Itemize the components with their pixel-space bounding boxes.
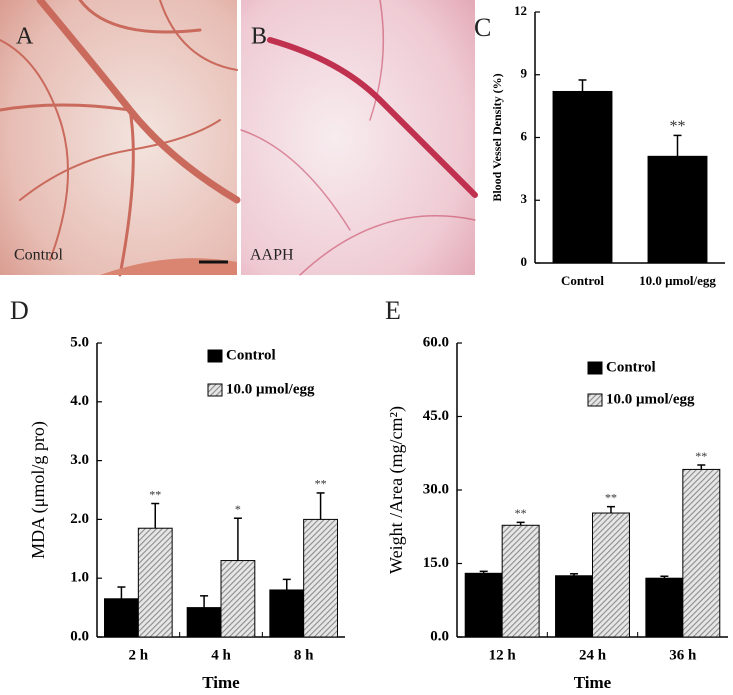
legend-label: Control (606, 359, 656, 375)
bar (137, 527, 173, 638)
y-tick-label: 15.0 (423, 555, 449, 571)
significance-label: ** (695, 449, 707, 463)
x-tick-label: 10.0 μmol/egg (639, 273, 716, 288)
panel-letter: A (16, 24, 34, 50)
error-bar (660, 575, 669, 579)
x-tick-label: Control (561, 273, 604, 288)
bar (269, 589, 305, 638)
y-tick-label: 2.0 (70, 511, 89, 527)
legend-swatch (207, 349, 223, 363)
panel-letter: E (385, 296, 401, 325)
x-tick-label: 24 h (579, 647, 607, 663)
significance-label: ** (315, 477, 327, 491)
bar (647, 155, 708, 264)
error-bar (200, 595, 209, 608)
panel-letter: C (474, 13, 491, 42)
error-bar (316, 492, 325, 520)
significance-label: * (235, 502, 241, 516)
y-axis-label: MDA (μmol/g pro) (28, 421, 49, 559)
error-bar (282, 578, 291, 590)
image-b (240, 0, 478, 276)
significance-label: ** (670, 118, 686, 135)
x-tick-label: 36 h (669, 647, 697, 663)
error-bar (606, 505, 615, 514)
y-tick-label: 12 (514, 3, 527, 18)
y-tick-label: 0 (521, 254, 528, 269)
x-tick-label: 12 h (489, 647, 517, 663)
error-bar (151, 502, 160, 529)
legend-label: 10.0 μmol/egg (226, 381, 315, 397)
error-bar (117, 586, 126, 599)
y-tick-label: 45.0 (423, 408, 449, 424)
legend-swatch (587, 393, 603, 407)
error-bar (233, 517, 242, 561)
error-bar (479, 570, 488, 574)
y-tick-label: 6 (521, 128, 528, 143)
bar (186, 607, 222, 638)
legend-swatch (587, 361, 603, 375)
image-label: Control (14, 247, 63, 264)
bar (104, 598, 139, 638)
error-bar (578, 79, 587, 92)
bar (220, 560, 256, 638)
y-axis-label: Blood Vessel Density (%) (490, 73, 504, 201)
bar (592, 512, 630, 638)
y-tick-label: 3 (521, 191, 528, 206)
legend-label: Control (226, 347, 276, 363)
x-axis-label: Time (202, 673, 240, 692)
bar (555, 575, 594, 638)
y-tick-label: 30.0 (423, 481, 449, 497)
panel-letter: D (10, 296, 29, 325)
y-tick-label: 0.0 (70, 628, 89, 644)
significance-label: ** (149, 487, 161, 501)
y-tick-label: 5.0 (70, 334, 89, 350)
bar (682, 468, 721, 638)
panel-letter: B (251, 24, 267, 50)
error-bar (570, 573, 579, 576)
significance-label: ** (605, 490, 617, 504)
legend-swatch (207, 383, 223, 397)
y-tick-label: 60.0 (423, 334, 449, 350)
y-tick-label: 9 (521, 66, 528, 81)
y-tick-label: 3.0 (70, 452, 89, 468)
bar (303, 518, 338, 638)
legend-label: 10.0 μmol/egg (606, 391, 695, 407)
x-axis-label: Time (574, 673, 612, 692)
bar (645, 577, 684, 638)
y-tick-label: 4.0 (70, 393, 89, 409)
error-bar (673, 134, 682, 157)
x-tick-label: 8 h (294, 647, 314, 663)
y-axis-label: Weight /Area (mg/cm²) (386, 406, 407, 574)
y-tick-label: 0.0 (430, 628, 449, 644)
bar (552, 90, 613, 264)
bar (464, 572, 503, 638)
bar (501, 524, 540, 638)
x-tick-label: 2 h (129, 647, 149, 663)
error-bar (516, 521, 525, 526)
y-tick-label: 1.0 (70, 570, 89, 586)
image-label: AAPH (250, 247, 294, 264)
significance-label: ** (515, 506, 527, 520)
image-a (0, 0, 241, 277)
x-tick-label: 4 h (211, 647, 231, 663)
error-bar (697, 464, 706, 470)
